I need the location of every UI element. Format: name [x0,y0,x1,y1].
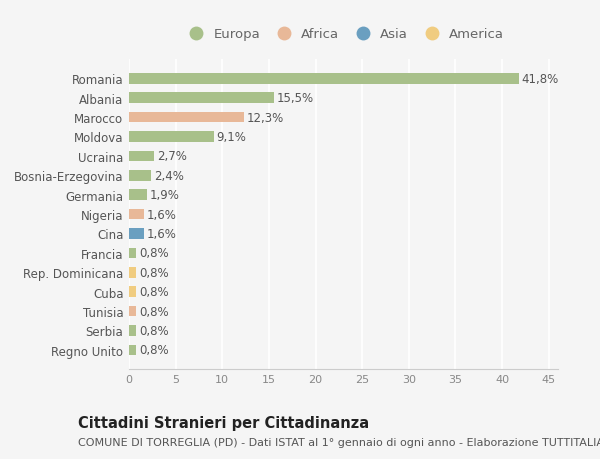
Bar [129,229,144,239]
Text: Cittadini Stranieri per Cittadinanza: Cittadini Stranieri per Cittadinanza [78,415,369,431]
Text: 0,8%: 0,8% [139,285,169,298]
Bar [129,132,214,142]
Bar [129,190,147,201]
Text: 15,5%: 15,5% [277,92,313,105]
Bar [129,74,519,84]
Bar [129,306,136,317]
Bar [129,287,136,297]
Bar [129,209,144,220]
Text: 41,8%: 41,8% [521,73,559,85]
Bar [129,325,136,336]
Text: 0,8%: 0,8% [139,247,169,260]
Bar [129,151,154,162]
Text: 0,8%: 0,8% [139,305,169,318]
Text: 1,6%: 1,6% [147,208,176,221]
Bar [129,171,151,181]
Bar [129,267,136,278]
Bar [129,345,136,355]
Text: 1,9%: 1,9% [149,189,179,202]
Text: 0,8%: 0,8% [139,266,169,279]
Text: 0,8%: 0,8% [139,324,169,337]
Text: 9,1%: 9,1% [217,131,247,144]
Bar [129,93,274,104]
Text: 2,7%: 2,7% [157,150,187,163]
Text: 12,3%: 12,3% [247,111,284,124]
Text: 1,6%: 1,6% [147,228,176,241]
Bar [129,112,244,123]
Text: COMUNE DI TORREGLIA (PD) - Dati ISTAT al 1° gennaio di ogni anno - Elaborazione : COMUNE DI TORREGLIA (PD) - Dati ISTAT al… [78,437,600,447]
Bar [129,248,136,258]
Text: 2,4%: 2,4% [154,169,184,182]
Legend: Europa, Africa, Asia, America: Europa, Africa, Asia, America [178,23,509,46]
Text: 0,8%: 0,8% [139,344,169,357]
